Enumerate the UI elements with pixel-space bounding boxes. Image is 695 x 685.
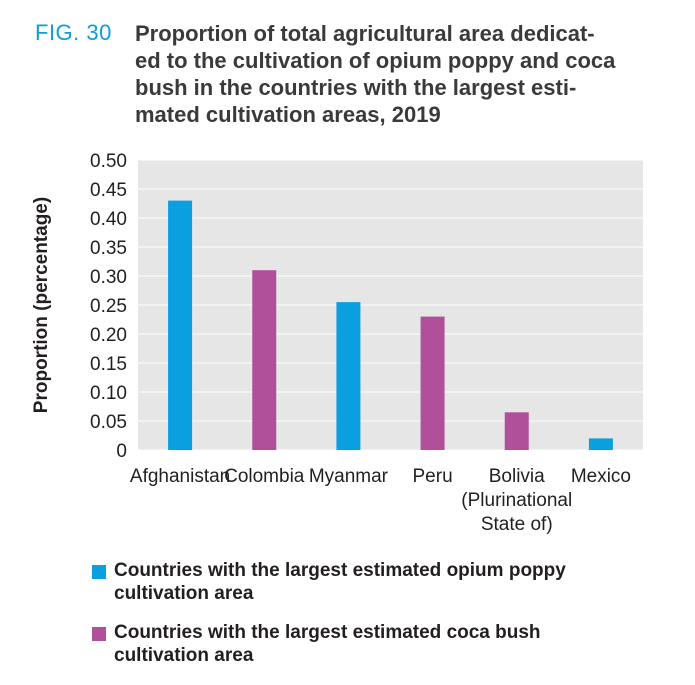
bar xyxy=(420,316,445,450)
x-tick-label: Myanmar xyxy=(309,466,389,487)
legend-label-opium: Countries with the largest estimated opi… xyxy=(114,559,674,605)
figure-title-line: bush in the countries with the largest e… xyxy=(135,75,577,100)
figure-label: FIG. 30 xyxy=(35,20,112,45)
x-tick-label: State of) xyxy=(481,514,553,535)
y-tick-label: 0.45 xyxy=(90,180,127,201)
bar xyxy=(336,302,361,450)
x-tick-label: Mexico xyxy=(571,466,631,487)
bar xyxy=(168,200,193,450)
figure-title-line: mated cultivation areas, 2019 xyxy=(135,102,441,127)
legend-label-coca: Countries with the largest estimated coc… xyxy=(114,621,674,667)
figure-title-line: Proportion of total agricultural area de… xyxy=(135,21,595,46)
bar xyxy=(504,412,529,450)
y-tick-label: 0.20 xyxy=(90,325,127,346)
legend-label-line: cultivation area xyxy=(114,583,254,604)
y-tick-label: 0.35 xyxy=(90,238,127,259)
y-tick-label: 0.30 xyxy=(90,267,127,288)
x-tick-label: Colombia xyxy=(224,466,305,487)
figure-title-line: ed to the cultivation of opium poppy and… xyxy=(135,48,616,73)
legend-label-line: cultivation area xyxy=(114,645,254,666)
x-tick-label: (Plurinational xyxy=(461,490,572,511)
y-axis-label: Proportion (percentage) xyxy=(31,197,52,413)
legend-swatch-opium xyxy=(92,565,106,579)
x-tick-label: Afghanistan xyxy=(130,466,230,487)
y-tick-label: 0.05 xyxy=(90,412,127,433)
y-tick-label: 0.10 xyxy=(90,383,127,404)
bar xyxy=(588,438,613,450)
y-tick-label: 0.25 xyxy=(90,296,127,317)
x-tick-label: Peru xyxy=(413,466,453,487)
figure-title: Proportion of total agricultural area de… xyxy=(135,20,675,128)
y-tick-label: 0.40 xyxy=(90,209,127,230)
legend-label-line: Countries with the largest estimated coc… xyxy=(114,622,541,643)
y-tick-label: 0 xyxy=(116,441,127,462)
y-tick-label: 0.50 xyxy=(90,151,127,172)
bar xyxy=(252,270,277,450)
x-tick-label: Bolivia xyxy=(489,466,545,487)
legend-label-line: Countries with the largest estimated opi… xyxy=(114,560,566,581)
legend-swatch-coca xyxy=(92,627,106,641)
y-tick-label: 0.15 xyxy=(90,354,127,375)
bar-chart: 0 0.05 0.10 0.15 0.20 0.25 0.30 0.35 0.40 0.45 0.5… xyxy=(31,151,643,535)
